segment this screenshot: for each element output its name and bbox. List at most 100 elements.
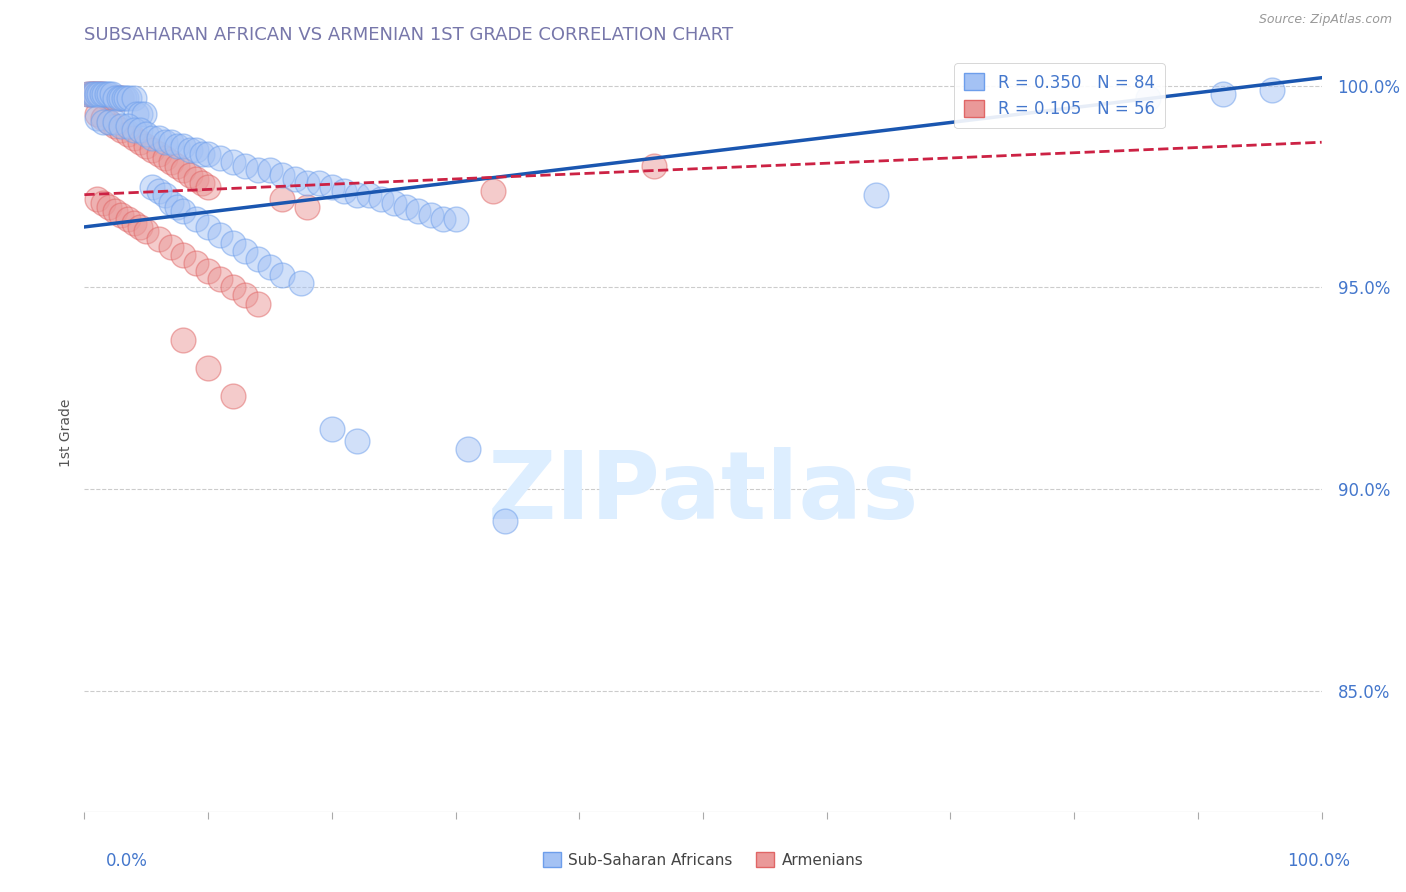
Point (333, 184, 356, 198)
Point (357, 187, 380, 202)
Legend: R = 0.350   N = 84, R = 0.105   N = 56: R = 0.350 N = 84, R = 0.105 N = 56 (955, 63, 1164, 128)
Text: SUBSAHARAN AFRICAN VS ARMENIAN 1ST GRADE CORRELATION CHART: SUBSAHARAN AFRICAN VS ARMENIAN 1ST GRADE… (84, 26, 734, 44)
Point (246, 252, 269, 267)
Point (321, 179, 343, 194)
Point (96, 87, 118, 101)
Point (77, 87, 100, 101)
Point (129, 219, 152, 234)
Point (132, 107, 155, 121)
Point (117, 119, 139, 133)
Point (110, 91, 132, 105)
Point (122, 91, 145, 105)
Point (108, 91, 131, 105)
Point (86, 111, 108, 125)
Point (135, 224, 157, 238)
Point (91, 115, 114, 129)
Point (104, 203, 127, 218)
Point (104, 91, 127, 105)
Point (148, 131, 170, 145)
Point (117, 127, 139, 141)
Point (494, 514, 516, 528)
Point (271, 168, 294, 182)
Point (118, 91, 141, 105)
Point (184, 256, 207, 270)
Point (209, 152, 232, 166)
Point (160, 155, 183, 169)
Point (129, 123, 152, 137)
Point (84, 87, 107, 101)
Point (148, 184, 170, 198)
Point (643, 160, 665, 174)
Point (86, 107, 108, 121)
Point (125, 107, 148, 121)
Point (172, 203, 194, 218)
Y-axis label: 1st Grade: 1st Grade (59, 399, 73, 467)
Point (86, 192, 108, 206)
Point (96, 91, 118, 105)
Point (1261, 83, 1284, 97)
Point (98, 200, 121, 214)
Point (444, 211, 467, 226)
Point (432, 211, 454, 226)
Point (135, 139, 157, 153)
Point (481, 184, 503, 198)
Point (222, 155, 245, 169)
Point (153, 135, 176, 149)
Point (271, 268, 294, 283)
Point (86, 87, 108, 101)
Point (148, 232, 170, 246)
Point (457, 442, 479, 456)
Point (83, 87, 105, 101)
Point (295, 176, 318, 190)
Point (184, 144, 207, 158)
Point (1137, 91, 1160, 105)
Point (115, 91, 138, 105)
Point (184, 211, 207, 226)
Text: ZIPatlas: ZIPatlas (488, 447, 918, 540)
Point (172, 139, 194, 153)
Point (222, 280, 245, 294)
Point (160, 240, 183, 254)
Point (110, 119, 132, 133)
Point (197, 179, 219, 194)
Point (197, 219, 219, 234)
Point (100, 87, 122, 101)
Point (89, 87, 111, 101)
Point (87, 87, 110, 101)
Point (166, 200, 188, 214)
Point (141, 144, 163, 158)
Point (153, 187, 176, 202)
Point (141, 179, 163, 194)
Point (148, 147, 170, 161)
Point (122, 123, 145, 137)
Point (295, 200, 318, 214)
Point (346, 434, 368, 448)
Point (160, 135, 183, 149)
Point (197, 264, 219, 278)
Point (129, 135, 152, 149)
Point (98, 91, 121, 105)
Point (104, 91, 127, 105)
Point (98, 87, 121, 101)
Point (91, 195, 114, 210)
Point (100, 91, 122, 105)
Point (246, 163, 269, 178)
Point (197, 361, 219, 376)
Point (308, 176, 330, 190)
Point (79, 87, 101, 101)
Point (77, 87, 100, 101)
Point (153, 152, 176, 166)
Point (122, 216, 145, 230)
Point (172, 163, 194, 178)
Point (222, 389, 245, 403)
Point (110, 91, 132, 105)
Point (233, 244, 256, 259)
Point (321, 421, 343, 435)
Text: 100.0%: 100.0% (1286, 852, 1350, 870)
Point (135, 127, 157, 141)
Point (233, 288, 256, 302)
Point (172, 333, 194, 347)
Point (90, 87, 112, 101)
Point (370, 192, 392, 206)
Point (259, 260, 281, 275)
